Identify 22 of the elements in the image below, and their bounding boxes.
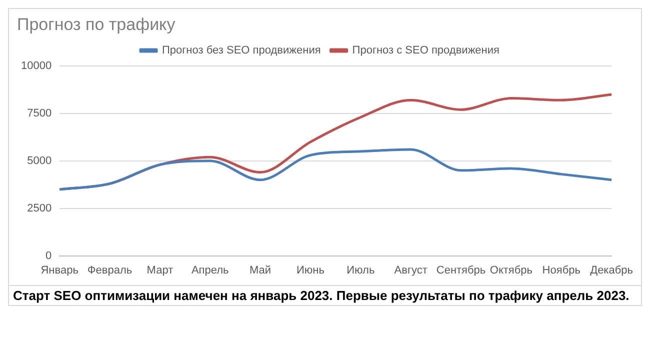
text: Старт SEO оптимизации намечен на январь 2023. Первые результаты по трафику апрель 2023. xyxy=(9,285,641,305)
x-tick-label: Март xyxy=(146,264,174,276)
x-tick-label: Июль xyxy=(346,264,375,276)
chart-title: Прогноз по трафику xyxy=(16,14,176,35)
x-tick-label: Сентябрь xyxy=(436,264,486,276)
y-tick-label: 0 xyxy=(45,250,52,262)
y-tick-label: 10000 xyxy=(20,60,52,72)
x-tick-label: Август xyxy=(394,264,428,276)
legend-label: Прогноз без SEO продвижения xyxy=(162,44,321,57)
x-tick-label: Январь xyxy=(40,264,79,276)
x-tick-label: Май xyxy=(250,264,272,276)
y-tick-label: 2500 xyxy=(27,202,52,214)
x-tick-label: Июнь xyxy=(296,264,325,276)
line-series xyxy=(58,148,613,191)
y-tick-label: 5000 xyxy=(27,154,52,167)
x-tick-label: Декабрь xyxy=(590,264,634,276)
x-tick-label: Октябрь xyxy=(490,264,533,276)
x-tick-label: Ноябрь xyxy=(542,264,581,276)
legend-label: Прогноз с SEO продвижения xyxy=(352,44,500,57)
y-tick-label: 7500 xyxy=(27,107,52,120)
x-tick-label: Февраль xyxy=(87,264,132,276)
x-tick-label: Апрель xyxy=(191,264,230,276)
